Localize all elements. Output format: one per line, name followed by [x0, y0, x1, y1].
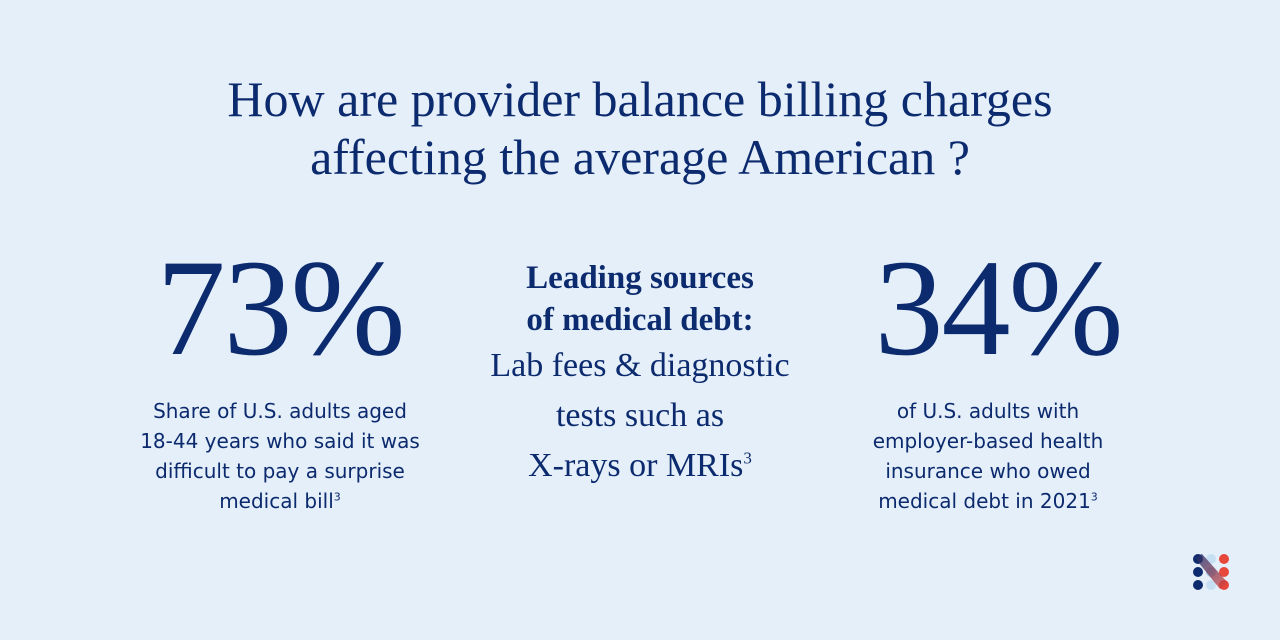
caption-line: employer-based health	[872, 429, 1104, 453]
body-line: tests such as	[555, 397, 725, 434]
n-dots-logo-icon	[1192, 553, 1230, 596]
footnote-marker: 3	[743, 448, 752, 468]
left-stat-caption: Share of U.S. adults aged 18-44 years wh…	[130, 396, 430, 516]
body-line: X-rays or MRIs3	[440, 441, 840, 491]
caption-text: medical debt in 2021	[878, 489, 1091, 513]
heading-line: Leading sources	[526, 260, 754, 296]
caption-line: difficult to pay a surprise	[155, 459, 405, 483]
caption-text: medical bill	[219, 489, 334, 513]
caption-line: of U.S. adults with	[896, 399, 1080, 423]
heading-line: of medical debt:	[526, 302, 754, 338]
right-stat-caption: of U.S. adults with employer-based healt…	[838, 396, 1138, 516]
caption-line: 18-44 years who said it was	[140, 429, 420, 453]
caption-line: medical bill3	[130, 486, 430, 516]
sources-body: Lab fees & diagnostic tests such as X-ra…	[440, 341, 840, 491]
body-line: Lab fees & diagnostic	[490, 347, 790, 384]
title-line-2: affecting the average American ?	[310, 129, 970, 185]
body-text: X-rays or MRIs	[528, 447, 744, 484]
caption-line: Share of U.S. adults aged	[153, 399, 407, 423]
caption-line: medical debt in 20213	[838, 486, 1138, 516]
footnote-marker: 3	[1090, 490, 1098, 504]
footnote-marker: 3	[333, 490, 341, 504]
title-line-1: How are provider balance billing charges	[227, 71, 1053, 127]
sources-heading: Leading sources of medical debt:	[440, 257, 840, 341]
right-stat-value: 34%	[874, 231, 1124, 384]
page-title: How are provider balance billing charges…	[0, 70, 1280, 186]
caption-line: insurance who owed	[885, 459, 1091, 483]
left-stat-value: 73%	[156, 231, 406, 384]
medical-debt-sources: Leading sources of medical debt: Lab fee…	[440, 257, 840, 491]
